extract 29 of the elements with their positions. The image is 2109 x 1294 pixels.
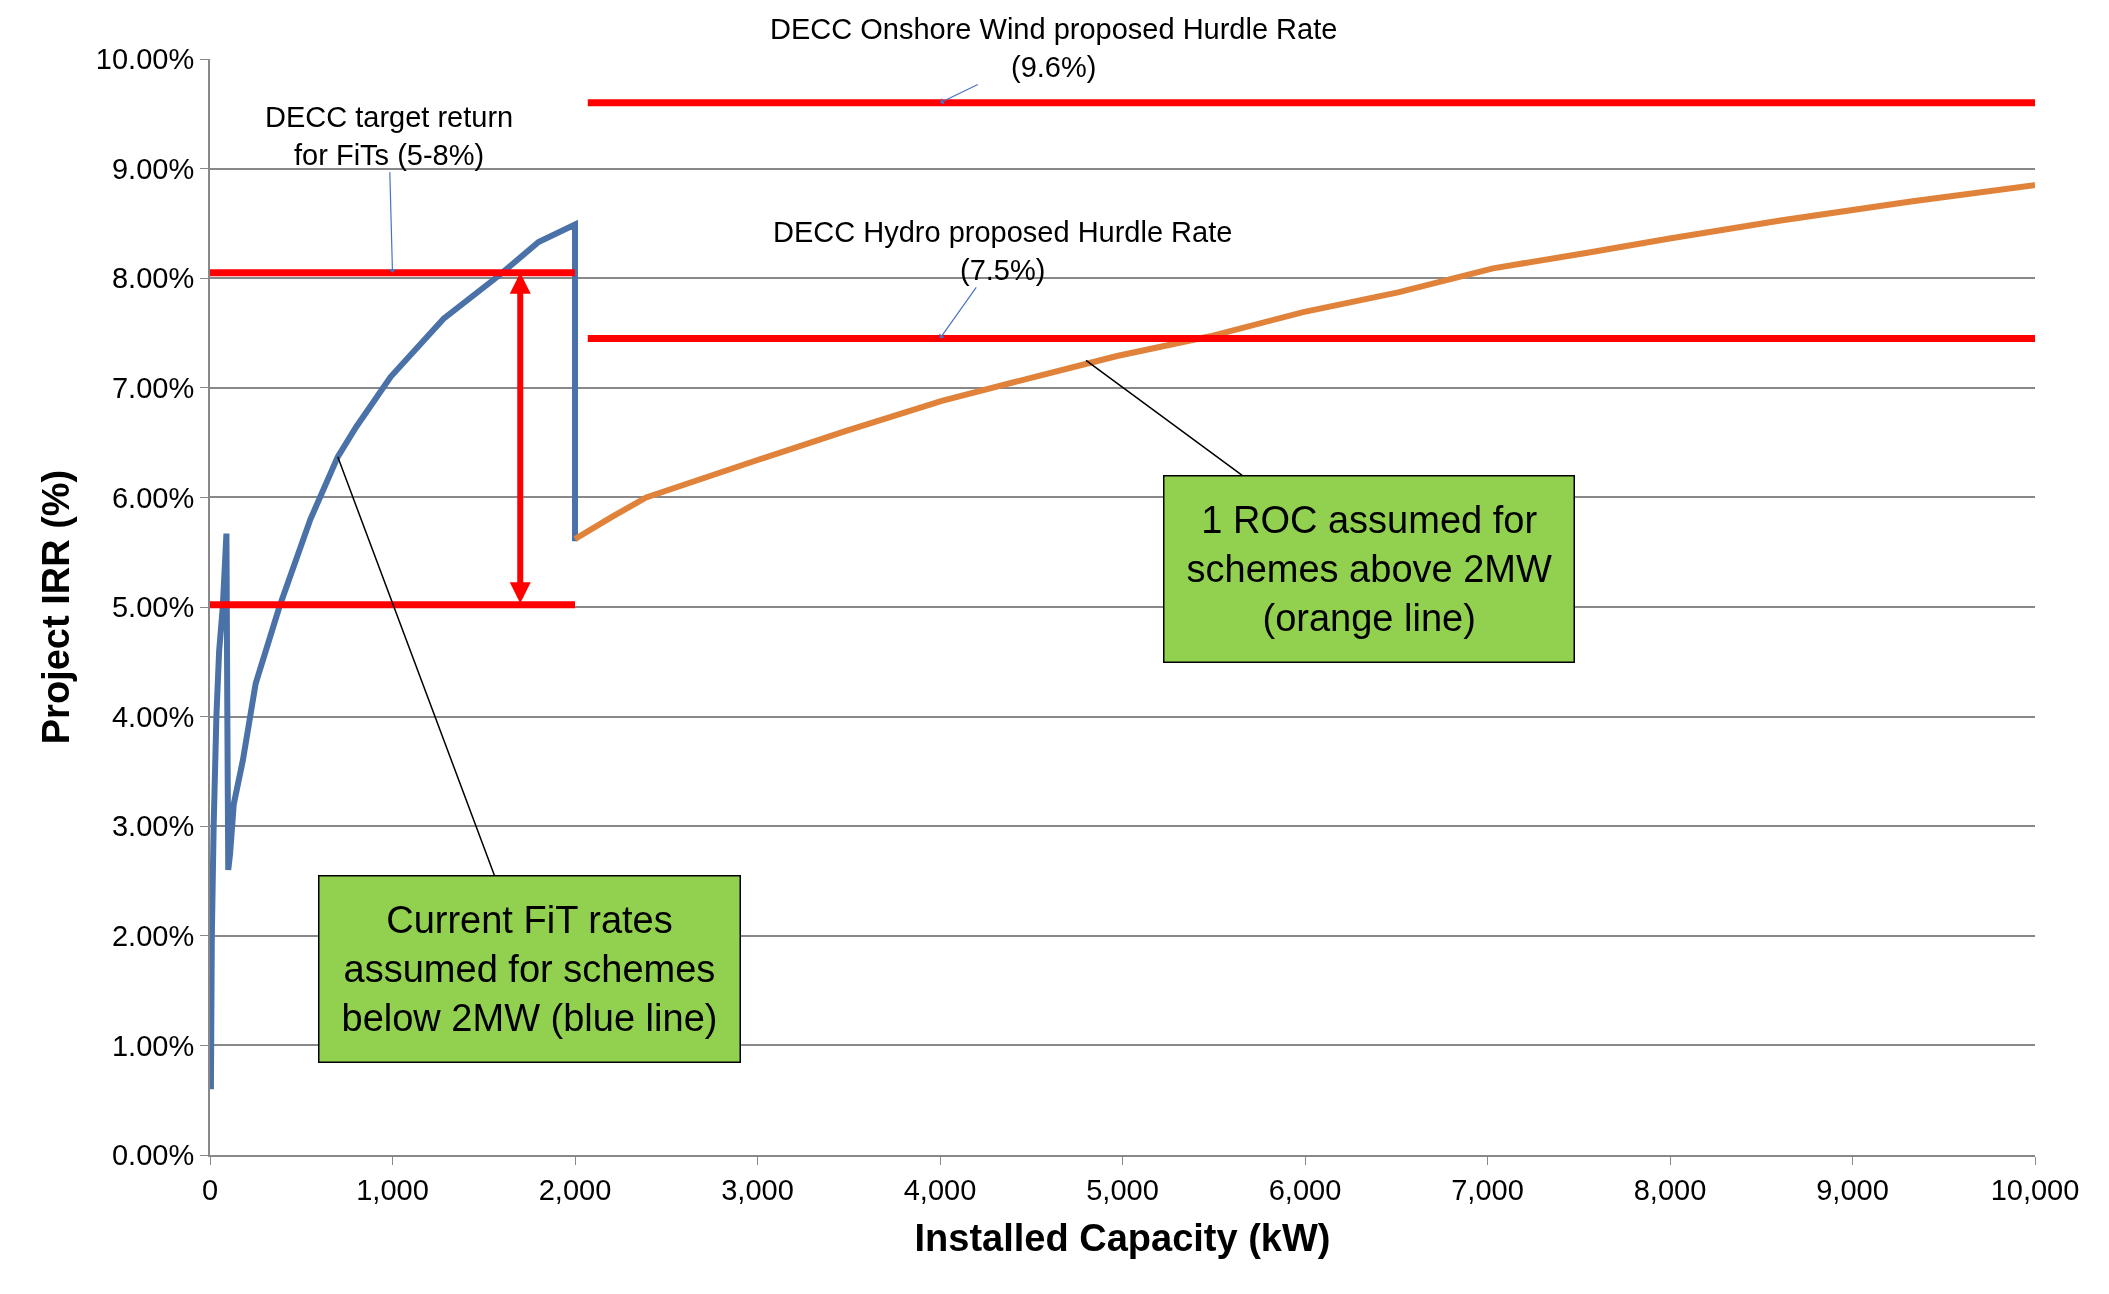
annotation: DECC Hydro proposed Hurdle Rate (7.5%) xyxy=(773,216,1233,286)
x-axis-title: Installed Capacity (kW) xyxy=(914,1217,1331,1260)
annotation: Current FiT rates assumed for schemes below 2MW (blue line) xyxy=(341,898,718,1040)
annotation: DECC Onshore Wind proposed Hurdle Rate (9.6%) xyxy=(770,13,1338,83)
x-tick-label: 4,000 xyxy=(903,1173,977,1206)
y-tick-label: 4.00% xyxy=(111,700,195,733)
x-tick-label: 10,000 xyxy=(1990,1173,2080,1206)
y-tick-label: 1.00% xyxy=(111,1029,195,1062)
x-tick-label: 7,000 xyxy=(1451,1173,1524,1206)
y-tick-label: 6.00% xyxy=(111,481,195,514)
y-tick-label: 2.00% xyxy=(111,919,195,952)
x-tick-label: 6,000 xyxy=(1268,1173,1342,1206)
x-tick-label: 2,000 xyxy=(538,1173,612,1206)
y-tick-label: 5.00% xyxy=(111,591,195,624)
x-tick-label: 5,000 xyxy=(1086,1173,1159,1206)
x-tick-label: 1,000 xyxy=(356,1173,429,1206)
annotation: DECC target return for FiTs (5-8%) xyxy=(265,101,514,171)
y-tick-label: 9.00% xyxy=(111,152,195,185)
annotation: 1 ROC assumed for schemes above 2MW (orange line) xyxy=(1186,498,1552,640)
y-tick-label: 10.00% xyxy=(95,43,195,76)
x-tick-label: 9,000 xyxy=(1816,1173,1889,1206)
x-tick-label: 8,000 xyxy=(1633,1173,1707,1206)
y-tick-label: 3.00% xyxy=(111,810,195,843)
y-tick-label: 8.00% xyxy=(111,262,195,295)
y-axis-title: Project IRR (%) xyxy=(34,469,77,745)
y-tick-label: 0.00% xyxy=(111,1139,195,1172)
y-tick-label: 7.00% xyxy=(111,371,195,404)
x-tick-label: 3,000 xyxy=(721,1173,794,1206)
x-tick-label: 0 xyxy=(201,1173,219,1206)
